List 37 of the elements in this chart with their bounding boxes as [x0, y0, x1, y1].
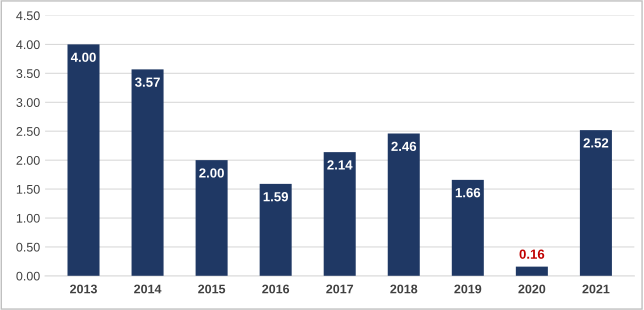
bar — [132, 69, 164, 276]
y-tick-label: 2.00 — [16, 156, 40, 165]
x-tick-label: 2018 — [390, 284, 418, 294]
bar — [580, 130, 612, 276]
x-tick-label: 2016 — [262, 284, 290, 294]
x-tick-label: 2020 — [518, 284, 546, 294]
data-label: 1.59 — [264, 192, 288, 202]
data-label: 2.00 — [199, 168, 224, 178]
y-tick-label: 2.50 — [16, 127, 40, 136]
data-label: 2.52 — [584, 138, 608, 148]
bar — [196, 160, 228, 276]
x-tick-label: 2013 — [70, 284, 97, 294]
y-tick-label: 3.50 — [16, 69, 40, 78]
data-label: 2.14 — [327, 160, 352, 170]
data-label: 4.00 — [70, 52, 96, 62]
y-tick-label: 3.00 — [16, 98, 40, 107]
y-tick-label: 4.50 — [16, 11, 40, 20]
x-tick-label: 2019 — [454, 284, 482, 294]
x-tick-label: 2017 — [326, 284, 354, 294]
data-label: 1.66 — [456, 188, 480, 198]
y-tick-label: 1.00 — [16, 214, 40, 223]
bar — [324, 152, 356, 276]
y-tick-label: 0.50 — [16, 242, 40, 252]
data-label: 3.57 — [135, 77, 160, 87]
bar — [260, 184, 292, 276]
bar — [516, 266, 548, 276]
data-label: 2.46 — [391, 142, 416, 152]
y-tick-label: 1.50 — [16, 184, 40, 194]
x-tick-label: 2015 — [198, 284, 226, 294]
y-tick-label: 0.00 — [16, 272, 40, 281]
x-tick-label: 2021 — [582, 284, 610, 294]
bar — [68, 44, 100, 276]
y-tick-label: 4.00 — [16, 40, 40, 50]
bar — [452, 180, 484, 276]
bar — [388, 134, 420, 276]
x-tick-label: 2014 — [134, 284, 162, 294]
data-label: 0.16 — [520, 249, 544, 259]
